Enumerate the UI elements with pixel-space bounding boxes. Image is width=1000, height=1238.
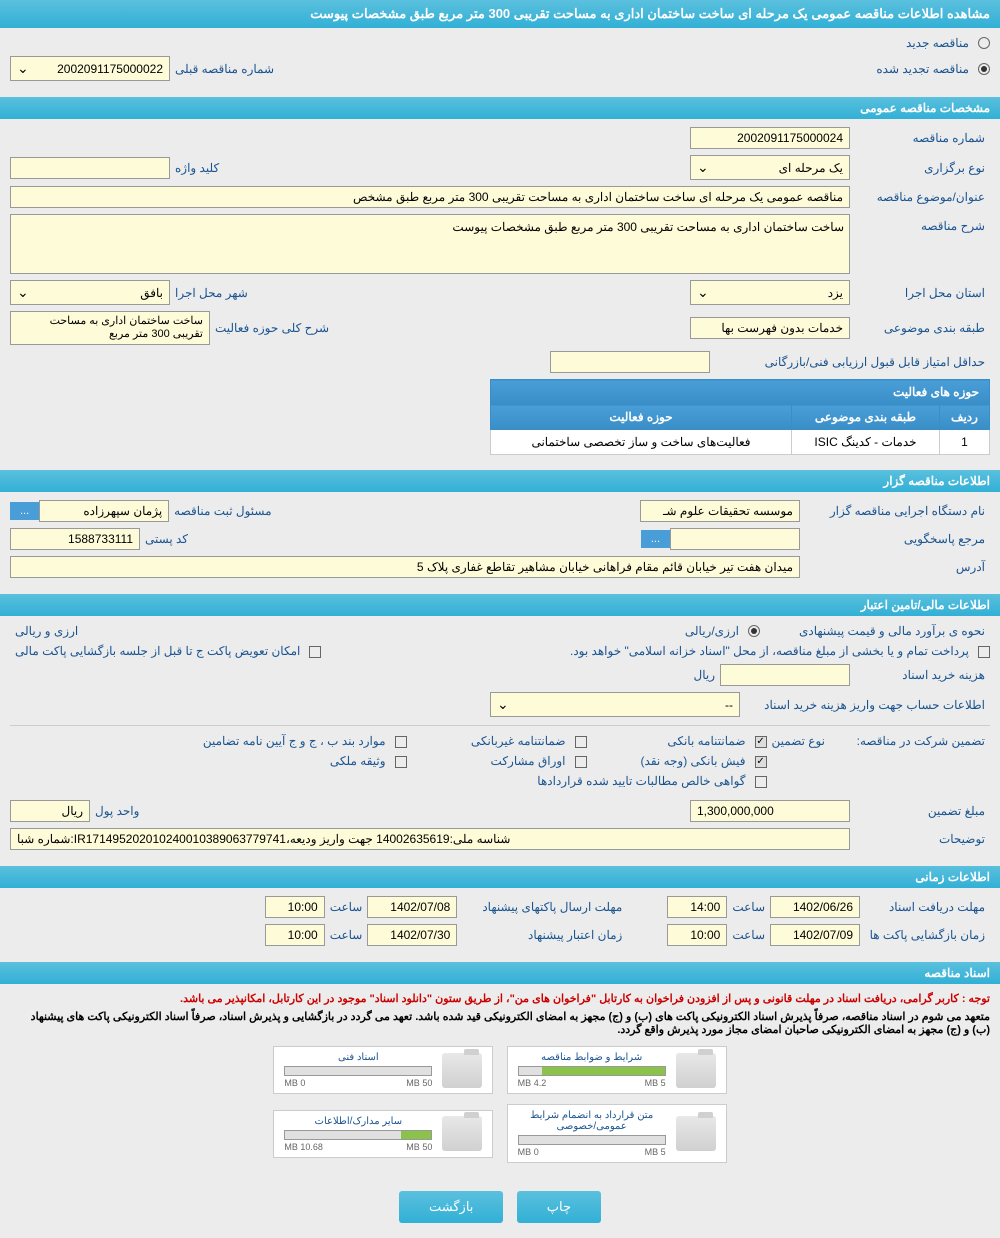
currency-radio[interactable]: ارزی/ریالی <box>680 624 760 638</box>
bank-guarantee-checkbox[interactable] <box>755 736 767 748</box>
doc-cost-field[interactable] <box>720 664 850 686</box>
keyword-field[interactable] <box>10 157 170 179</box>
new-tender-radio[interactable]: مناقصه جدید <box>901 36 990 50</box>
state-label: استان محل اجرا <box>850 286 990 300</box>
postal-label: کد پستی <box>140 532 193 546</box>
recv-date: 1402/06/26 <box>770 896 860 918</box>
shares-checkbox[interactable] <box>575 756 587 768</box>
prev-number-label: شماره مناقصه قبلی <box>170 62 279 76</box>
print-button[interactable]: چاپ <box>517 1191 601 1223</box>
doc-cost-label: هزینه خرید اسناد <box>850 668 990 682</box>
type-dropdown[interactable]: یک مرحله ای <box>690 155 850 180</box>
send-date: 1402/07/08 <box>367 896 457 918</box>
notes-label: توضیحات <box>850 832 990 846</box>
scope-label: شرح کلی حوزه فعالیت <box>210 321 334 335</box>
table-row: 1 خدمات - کدینگ ISIC فعالیت‌های ساخت و س… <box>491 430 990 455</box>
valid-label: زمان اعتبار پیشنهاد <box>457 928 627 942</box>
guarantee-label: تضمین شرکت در مناقصه: <box>830 734 990 748</box>
postal-field: 1588733111 <box>10 528 140 550</box>
resp-label: مرجع پاسخگویی <box>800 532 990 546</box>
scope-field: ساخت ساختمان اداری به مساحت تقریبی 300 م… <box>10 311 210 345</box>
guarantee-type-label: نوع تضمین <box>767 734 830 748</box>
activity-header: حوزه های فعالیت <box>491 380 990 405</box>
valid-date: 1402/07/30 <box>367 924 457 946</box>
desc-field: ساخت ساختمان اداری به مساحت تقریبی 300 م… <box>10 214 850 274</box>
category-label: طبقه بندی موضوعی <box>850 321 990 335</box>
city-dropdown[interactable]: بافق <box>10 280 170 305</box>
est-label: نحوه ی برآورد مالی و قیمت پیشنهادی <box>760 624 990 638</box>
nonbank-checkbox[interactable] <box>575 736 587 748</box>
org-label: نام دستگاه اجرایی مناقصه گزار <box>800 504 990 518</box>
amount-label: مبلغ تضمین <box>850 804 990 818</box>
amount-field: 1,300,000,000 <box>690 800 850 822</box>
category-field: خدمات بدون فهرست بها <box>690 317 850 339</box>
city-label: شهر محل اجرا <box>170 286 253 300</box>
folder-icon <box>442 1116 482 1151</box>
th-category: طبقه بندی موضوعی <box>791 405 939 430</box>
note1: توجه : کاربر گرامی، دریافت اسناد در مهلت… <box>10 992 990 1005</box>
prev-number-dropdown[interactable]: 2002091175000022 <box>10 56 170 81</box>
replace-checkbox[interactable] <box>309 646 321 658</box>
folder-icon <box>676 1053 716 1088</box>
account-dropdown[interactable]: -- <box>490 692 740 717</box>
tender-number-label: شماره مناقصه <box>850 131 990 145</box>
recv-label: مهلت دریافت اسناد <box>860 900 990 914</box>
activity-table: حوزه های فعالیت ردیف طبقه بندی موضوعی حو… <box>490 379 990 455</box>
subject-field: مناقصه عمومی یک مرحله ای ساخت ساختمان اد… <box>10 186 850 208</box>
address-label: آدرس <box>800 560 990 574</box>
min-score-field[interactable] <box>550 351 710 373</box>
folder-icon <box>676 1116 716 1151</box>
min-score-label: حداقل امتیاز قابل قبول ارزیابی فنی/بازرگ… <box>710 355 990 369</box>
notes-field: شماره شبا:IR1714952020102400103890637797… <box>10 828 850 850</box>
subject-label: عنوان/موضوع مناقصه <box>850 190 990 204</box>
note2: متعهد می شوم در اسناد مناقصه، صرفاً پذیر… <box>10 1010 990 1036</box>
address-field: میدان هفت تیر خیابان قائم مقام فراهانی خ… <box>10 556 800 578</box>
section2-header: اطلاعات مناقصه گزار <box>0 470 1000 492</box>
items-checkbox[interactable] <box>395 736 407 748</box>
file-box-4[interactable]: سایر مدارک/اطلاعات 50 MB10.68 MB <box>273 1110 493 1158</box>
page-title: مشاهده اطلاعات مناقصه عمومی یک مرحله ای … <box>0 0 1000 28</box>
property-checkbox[interactable] <box>395 756 407 768</box>
reg-field: پژمان سپهرزاده <box>39 500 169 522</box>
desc-label: شرح مناقصه <box>850 214 990 233</box>
account-label: اطلاعات حساب جهت واریز هزینه خرید اسناد <box>740 698 990 712</box>
open-time: 10:00 <box>667 924 727 946</box>
open-date: 1402/07/09 <box>770 924 860 946</box>
reg-label: مسئول ثبت مناقصه <box>169 504 276 518</box>
tender-number-field: 2002091175000024 <box>690 127 850 149</box>
curr-rial-label: ارزی و ریالی <box>10 624 83 638</box>
reg-ellipsis-button[interactable]: ... <box>10 502 39 520</box>
type-label: نوع برگزاری <box>850 161 990 175</box>
section5-header: اسناد مناقصه <box>0 962 1000 984</box>
resp-ellipsis-button[interactable]: ... <box>641 530 670 548</box>
section4-header: اطلاعات زمانی <box>0 866 1000 888</box>
renewed-tender-radio[interactable]: مناقصه تجدید شده <box>871 62 990 76</box>
section1-header: مشخصات مناقصه عمومی <box>0 97 1000 119</box>
pay-checkbox[interactable] <box>978 646 990 658</box>
section3-header: اطلاعات مالی/تامین اعتبار <box>0 594 1000 616</box>
file-box-2[interactable]: اسناد فنی 50 MB0 MB <box>273 1046 493 1094</box>
recv-time: 14:00 <box>667 896 727 918</box>
org-field: موسسه تحقیقات علوم شـ <box>640 500 800 522</box>
th-activity: حوزه فعالیت <box>491 405 792 430</box>
th-row: ردیف <box>940 405 990 430</box>
unit-field: ریال <box>10 800 90 822</box>
receipt-checkbox[interactable] <box>755 756 767 768</box>
keyword-label: کلید واژه <box>170 161 224 175</box>
send-time: 10:00 <box>265 896 325 918</box>
valid-time: 10:00 <box>265 924 325 946</box>
folder-icon <box>442 1053 482 1088</box>
state-dropdown[interactable]: یزد <box>690 280 850 305</box>
file-box-1[interactable]: شرایط و ضوابط مناقصه 5 MB4.2 MB <box>507 1046 727 1094</box>
unit-label: واحد پول <box>90 804 144 818</box>
back-button[interactable]: بازگشت <box>399 1191 503 1223</box>
resp-field[interactable] <box>670 528 800 550</box>
file-box-3[interactable]: متن قرارداد به انضمام شرایط عمومی/خصوصی … <box>507 1104 727 1163</box>
open-label: زمان بازگشایی پاکت ها <box>860 928 990 942</box>
cert-checkbox[interactable] <box>755 776 767 788</box>
send-label: مهلت ارسال پاکتهای پیشنهاد <box>457 900 627 914</box>
